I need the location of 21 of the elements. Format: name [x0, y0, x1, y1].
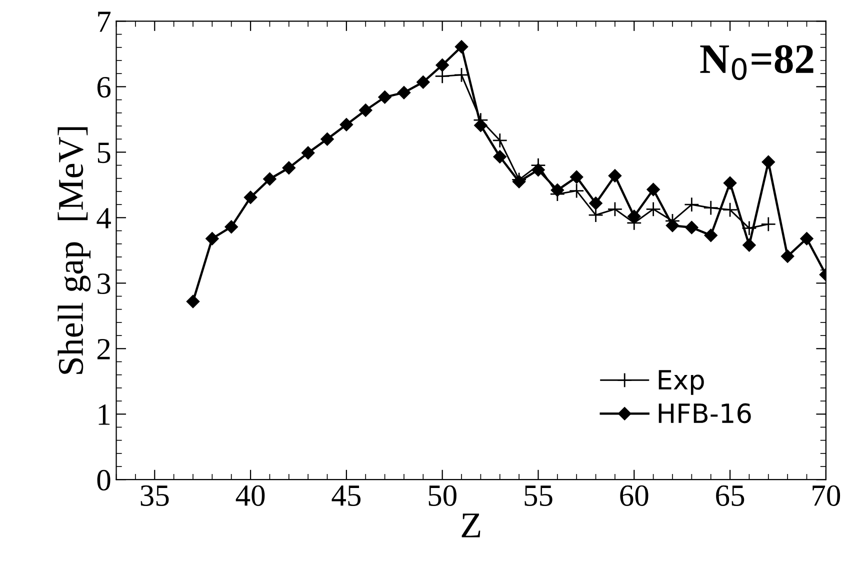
annotation: N$_{0}$=82 — [700, 45, 814, 80]
x-tick-label: 40 — [236, 485, 265, 506]
x-tick-label: 60 — [620, 485, 648, 506]
y-tick-label: 0 — [97, 470, 110, 491]
x-tick-label: 50 — [428, 485, 456, 506]
x-axis-title: Z — [462, 514, 480, 538]
x-tick-label: 55 — [524, 486, 552, 506]
x-tick-label: 45 — [332, 486, 361, 506]
y-tick-label: 2 — [97, 338, 110, 360]
x-tick-label: 70 — [812, 485, 840, 506]
y-tick-label: 3 — [98, 274, 110, 294]
legend-label: Exp — [658, 370, 704, 395]
legend-label: HFB-16 — [658, 403, 751, 424]
y-tick-label: 1 — [98, 404, 110, 425]
y-tick-label: 6 — [97, 77, 111, 98]
y-axis-title: Shell gap [MeV] — [58, 127, 91, 374]
x-tick-label: 65 — [716, 485, 744, 506]
y-tick-label: 7 — [98, 12, 111, 32]
y-tick-label: 5 — [98, 142, 110, 164]
x-tick-label: 35 — [140, 485, 169, 506]
y-tick-label: 4 — [96, 208, 111, 228]
